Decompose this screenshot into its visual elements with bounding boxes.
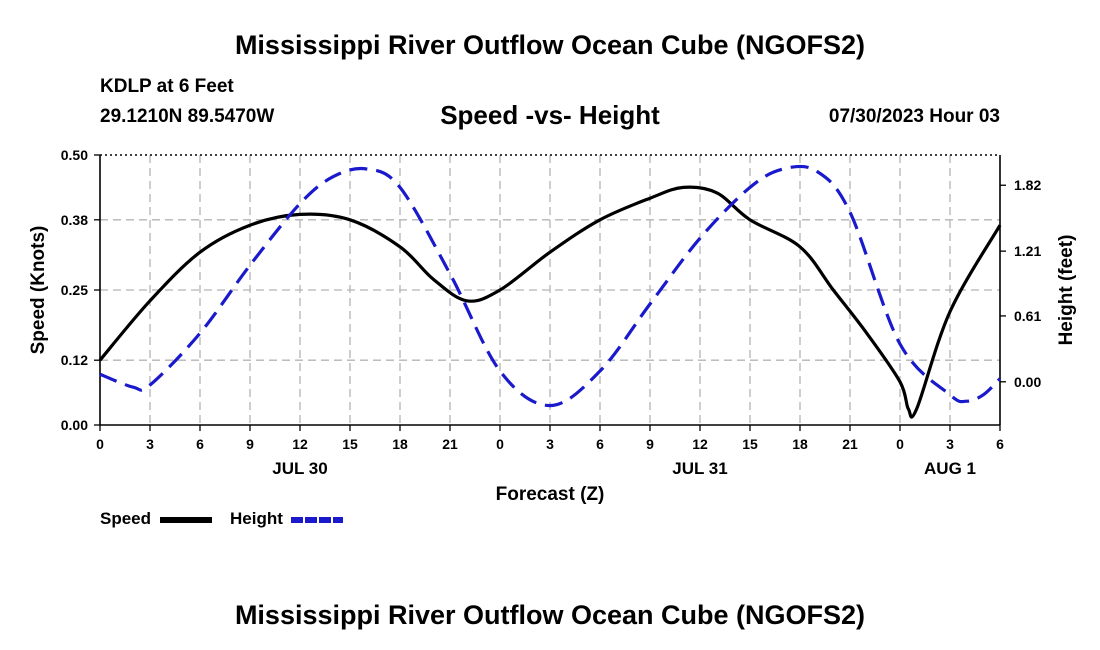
x-axis-tick-label: 21: [442, 436, 458, 452]
legend-speed-label: Speed: [100, 509, 152, 528]
left-axis-tick-label: 0.50: [61, 147, 88, 163]
x-axis-date-label: AUG 1: [924, 459, 976, 478]
forecast-datetime: 07/30/2023 Hour 03: [828, 106, 1000, 127]
x-axis-tick-label: 18: [792, 436, 808, 452]
x-axis-tick-label: 6: [596, 436, 604, 452]
legend-height-label: Height: [230, 509, 283, 528]
x-axis-title: Forecast (Z): [496, 484, 605, 505]
x-axis-tick-label: 9: [246, 436, 254, 452]
right-axis-tick-label: 0.00: [1014, 374, 1041, 390]
x-axis-date-label: JUL 30: [272, 459, 327, 478]
right-axis-tick-label: 0.61: [1014, 308, 1041, 324]
x-axis-tick-label: 3: [946, 436, 954, 452]
x-axis-tick-label: 9: [646, 436, 654, 452]
x-axis-date-label: JUL 31: [672, 459, 727, 478]
page-title: Mississippi River Outflow Ocean Cube (NG…: [234, 30, 866, 60]
x-axis-tick-label: 0: [496, 436, 504, 452]
x-axis-tick-label: 0: [896, 436, 904, 452]
x-axis-tick-label: 15: [742, 436, 758, 452]
x-axis-tick-label: 15: [342, 436, 358, 452]
right-axis-tick-label: 1.82: [1014, 177, 1041, 193]
x-axis-tick-label: 3: [146, 436, 154, 452]
x-axis-tick-label: 12: [692, 436, 708, 452]
left-axis-tick-label: 0.12: [61, 352, 88, 368]
x-axis-tick-label: 6: [196, 436, 204, 452]
left-axis-tick-label: 0.25: [61, 282, 88, 298]
left-axis-tick-label: 0.38: [61, 212, 88, 228]
station-coordinates: 29.1210N 89.5470W: [100, 106, 275, 127]
legend-height-swatch: [291, 517, 343, 523]
legend-speed-swatch: [160, 517, 212, 523]
y-axis-right-title: Height (feet): [1056, 235, 1077, 346]
x-axis-tick-label: 12: [292, 436, 308, 452]
right-axis-tick-label: 1.21: [1014, 243, 1041, 259]
x-axis-tick-label: 0: [96, 436, 104, 452]
x-axis-tick-label: 6: [996, 436, 1004, 452]
height-series-line: [99, 164, 1002, 408]
page-title-bottom: Mississippi River Outflow Ocean Cube (NG…: [234, 600, 866, 630]
y-axis-left-title: Speed (Knots): [28, 226, 49, 355]
left-axis-tick-label: 0.00: [61, 417, 88, 433]
x-axis-tick-label: 18: [392, 436, 408, 452]
station-label: KDLP at 6 Feet: [100, 76, 234, 97]
x-axis-tick-label: 21: [842, 436, 858, 452]
chart-title: Speed -vs- Height: [440, 100, 660, 130]
x-axis-tick-label: 3: [546, 436, 554, 452]
